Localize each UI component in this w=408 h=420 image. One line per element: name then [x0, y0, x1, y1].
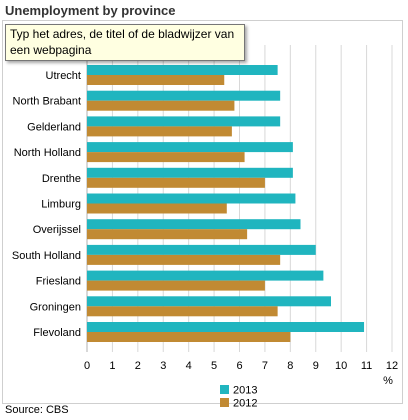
x-tick-label-10: 10 [335, 360, 347, 372]
bar-2012-friesland [87, 280, 265, 291]
address-tooltip: Typ het adres, de titel of de bladwijzer… [5, 24, 245, 61]
x-tick-label-11: 11 [361, 360, 372, 372]
x-tick-label-0: 0 [84, 360, 90, 372]
x-tick-label-1: 1 [109, 360, 115, 372]
bar-2013-utrecht [87, 65, 278, 75]
category-label-groningen: Groningen [30, 301, 81, 313]
x-tick-label-8: 8 [287, 360, 293, 372]
bar-2013-north-brabant [87, 90, 281, 101]
bar-2012-utrecht [87, 75, 225, 85]
bar-2013-friesland [87, 270, 324, 281]
category-label-north-holland: North Holland [14, 147, 81, 159]
category-label-south-holland: South Holland [12, 250, 81, 262]
bar-2012-limburg [87, 203, 227, 214]
x-tick-label-6: 6 [236, 360, 242, 372]
bar-2012-south-holland [87, 254, 281, 265]
bar-2013-gelderland [87, 116, 281, 127]
category-label-utrecht: Utrecht [46, 70, 81, 82]
bar-2013-north-holland [87, 142, 293, 153]
x-tick-label-2: 2 [135, 360, 141, 372]
category-label-limburg: Limburg [41, 199, 81, 211]
bar-2012-gelderland [87, 126, 232, 137]
bar-2013-groningen [87, 296, 331, 307]
bar-2012-north-holland [87, 152, 245, 163]
legend-label-2013: 2013 [233, 385, 257, 397]
legend-swatch-2012 [220, 398, 229, 407]
bar-2013-south-holland [87, 244, 316, 255]
bar-2013-limburg [87, 193, 296, 204]
bar-2012-north-brabant [87, 100, 235, 111]
x-tick-labels: 0 1 2 3 4 5 6 7 8 9 10 11 12 [84, 360, 398, 372]
chart-title: Unemployment by province [5, 3, 176, 18]
category-label-north-brabant: North Brabant [13, 96, 81, 108]
category-label-drenthe: Drenthe [42, 173, 81, 185]
category-label-gelderland: Gelderland [27, 121, 81, 133]
bar-2012-groningen [87, 306, 278, 317]
x-tick-label-4: 4 [186, 360, 192, 372]
x-tick-label-12: 12 [386, 360, 398, 372]
x-tick-label-3: 3 [160, 360, 166, 372]
category-label-friesland: Friesland [36, 276, 81, 288]
bar-2012-overijssel [87, 229, 248, 240]
x-tick-label-5: 5 [211, 360, 217, 372]
bar-2013-drenthe [87, 167, 293, 178]
x-tick-label-7: 7 [262, 360, 268, 372]
bar-2013-overijssel [87, 219, 301, 230]
x-unit-label: % [383, 375, 393, 387]
legend-swatch-2013 [220, 385, 229, 394]
bar-2012-flevoland [87, 332, 291, 342]
x-tick-label-9: 9 [313, 360, 319, 372]
legend-label-2012: 2012 [233, 398, 257, 410]
category-label-overijssel: Overijssel [33, 224, 81, 236]
bar-2012-drenthe [87, 177, 265, 188]
source-note: Source: CBS [5, 404, 69, 416]
category-label-flevoland: Flevoland [33, 327, 81, 339]
bar-2013-flevoland [87, 322, 365, 332]
bar-marks [87, 65, 365, 342]
category-labels: Utrecht North Brabant Gelderland North Holl… [12, 70, 81, 339]
